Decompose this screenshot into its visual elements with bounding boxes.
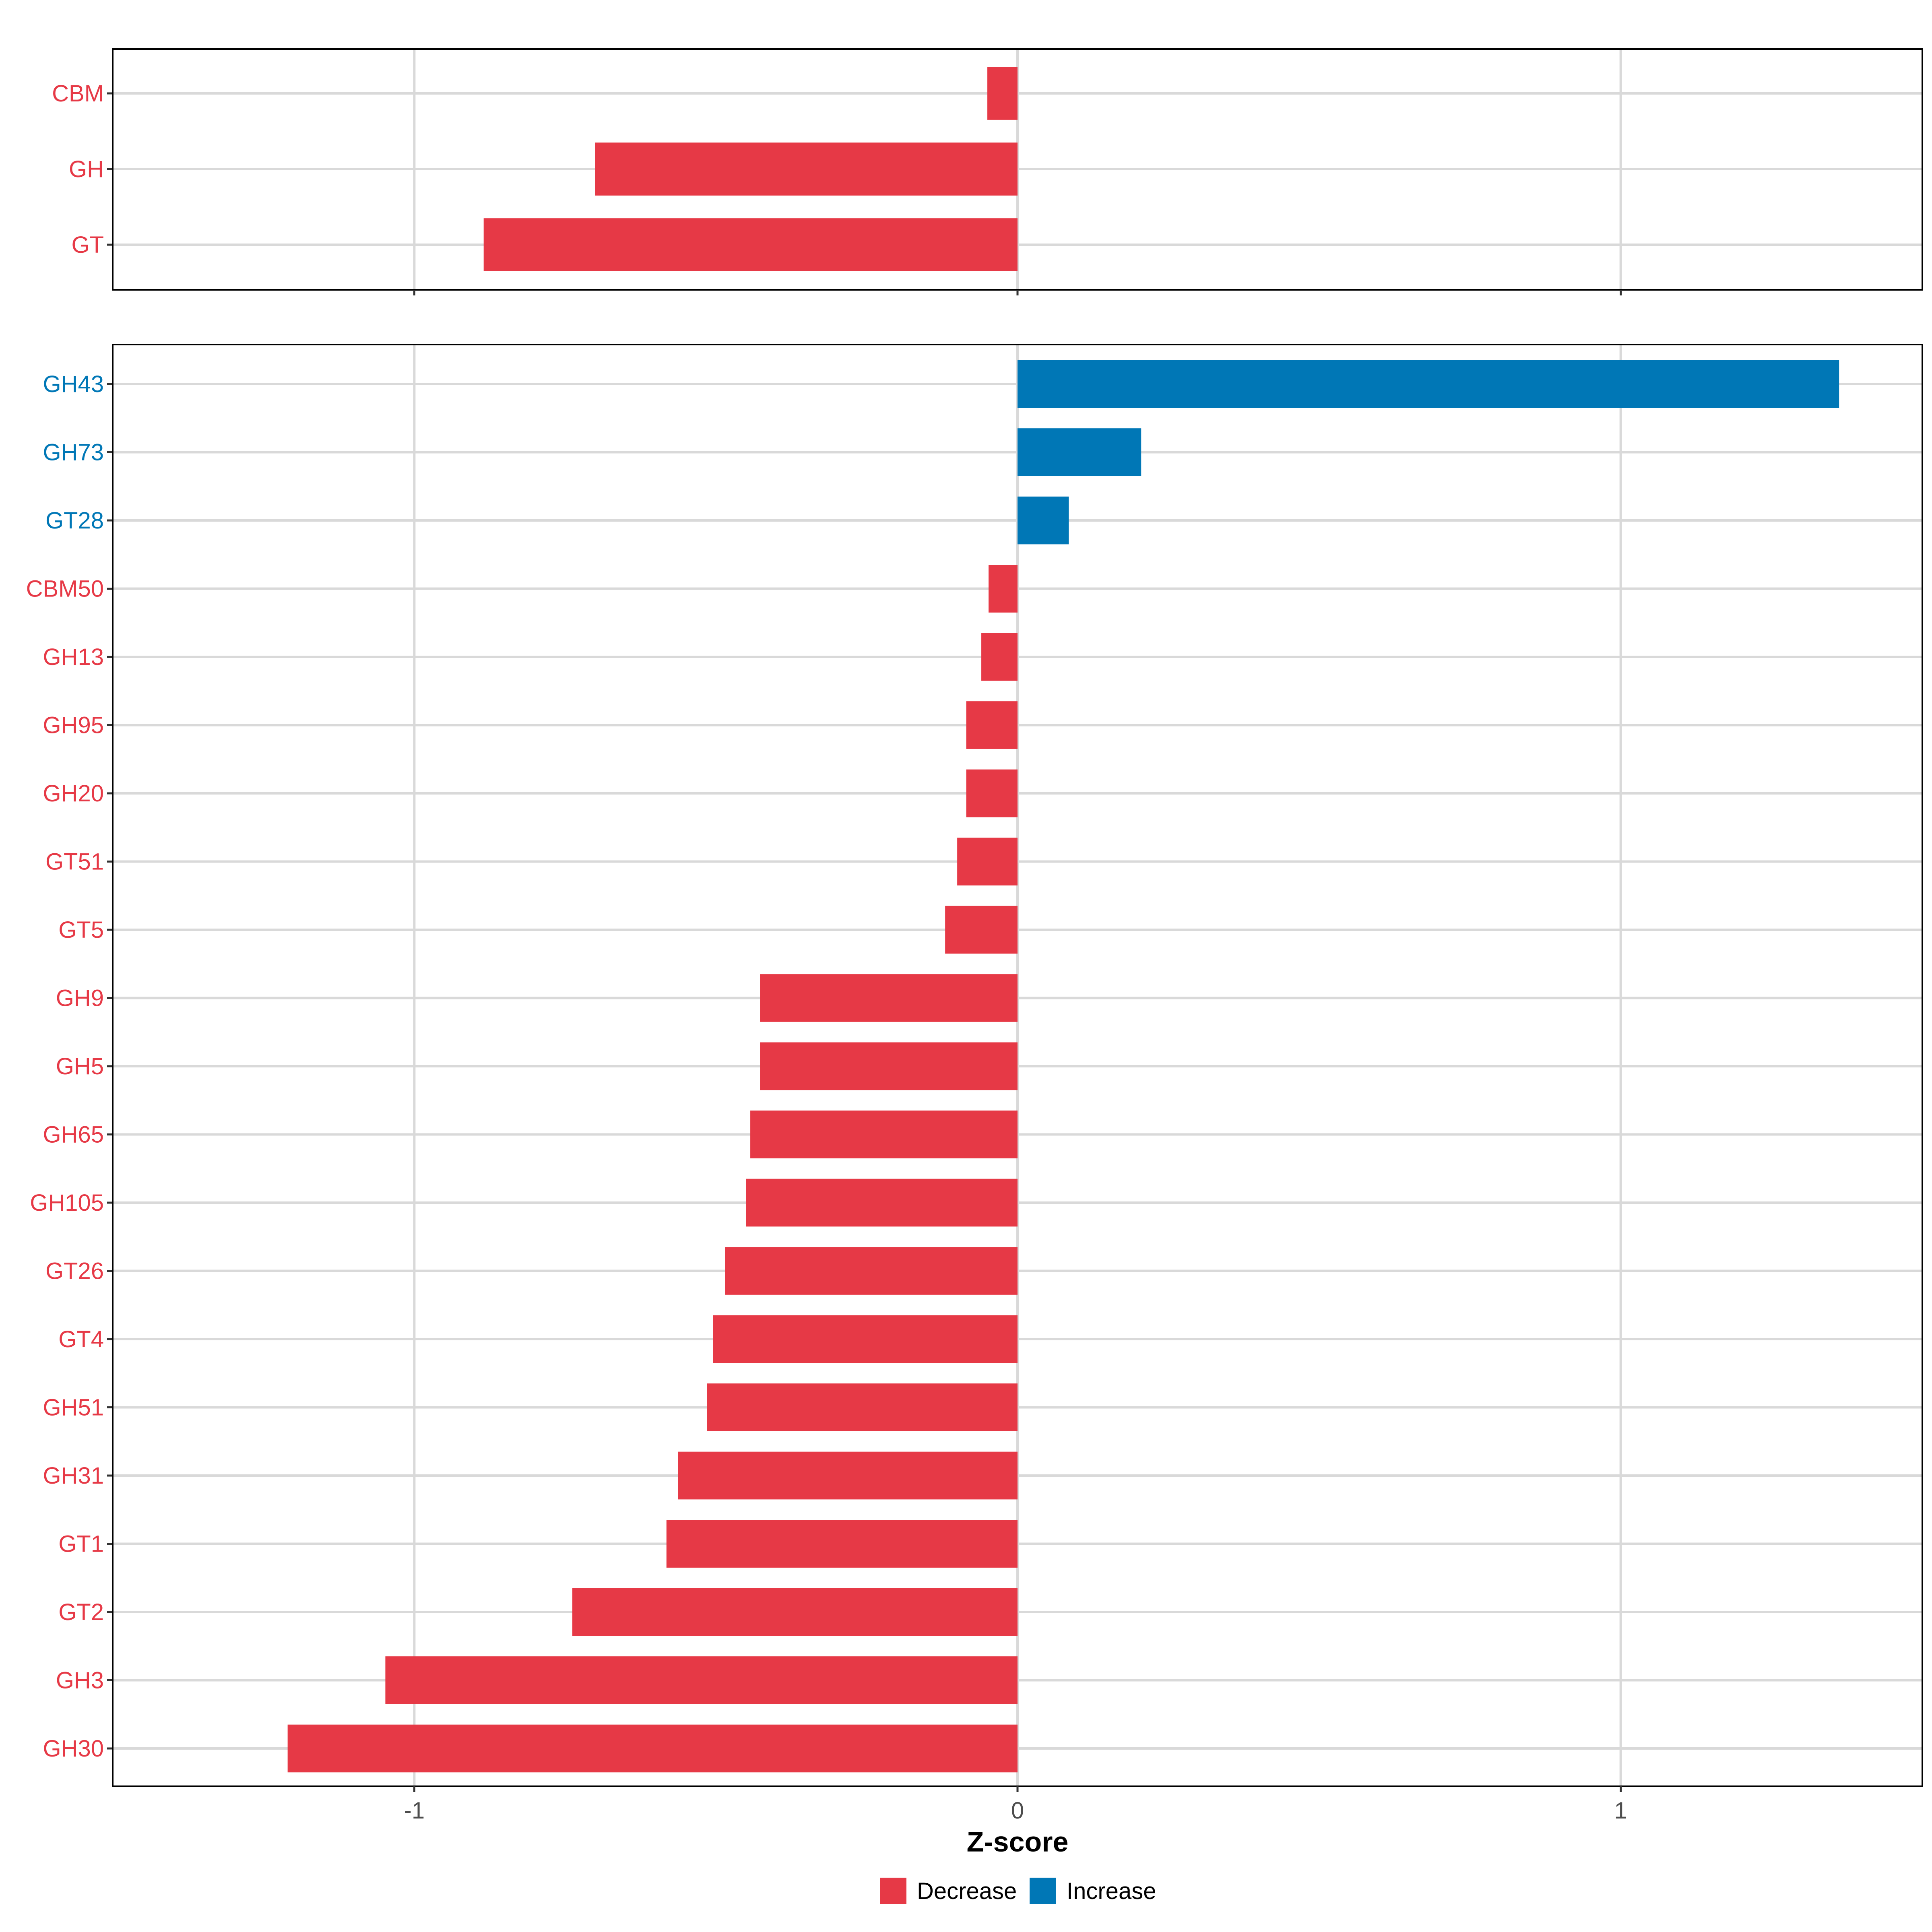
bar-gh [595,142,1018,196]
legend-label-increase: Increase [1067,1878,1156,1904]
y-tick-label-gh73: GH73 [43,440,104,466]
x-axis: -1 0 1 [404,1786,1627,1824]
y-tick-label-gh51: GH51 [43,1395,104,1421]
bar-gt5 [945,906,1018,954]
y-tick-label-gh: GH [69,156,104,182]
legend-swatch-decrease [880,1878,906,1904]
bar-gh43 [1018,360,1839,408]
bar-gt2 [572,1588,1018,1636]
bar-cbm50 [989,565,1018,613]
legend-swatch-increase [1030,1878,1056,1904]
bar-gh20 [966,769,1018,817]
bar-gh73 [1018,428,1141,476]
y-tick-label-gt1: GT1 [58,1531,104,1557]
y-tick-label-gt5: GT5 [58,917,104,943]
y-tick-label-gt4: GT4 [58,1326,104,1352]
y-tick-label-gh43: GH43 [43,371,104,397]
bar-gt26 [725,1247,1018,1295]
y-tick-label-gt28: GT28 [45,508,104,534]
bar-cbm [987,67,1018,120]
bar-gt51 [957,838,1018,886]
y-tick-label-cbm50: CBM50 [26,576,104,602]
y-tick-label-gt51: GT51 [45,849,104,875]
legend: Decrease Increase [880,1878,1156,1904]
bar-gh5 [760,1042,1018,1090]
y-tick-label-gh31: GH31 [43,1463,104,1489]
bar-gh105 [746,1179,1018,1227]
y-tick-label-gh65: GH65 [43,1122,104,1148]
bottom-panel: GH43 GH73 GT28 CBM50 GH13 GH95 GH20 GT51 GT5 GH9 G… [26,344,1923,1787]
bar-gt28 [1018,496,1069,545]
bar-gt [483,218,1018,271]
bar-gt1 [666,1520,1018,1568]
x-tick-label: -1 [404,1798,425,1824]
bar-gh30 [287,1724,1018,1773]
y-tick-label-gh105: GH105 [30,1190,104,1216]
bar-gh3 [385,1656,1018,1704]
bar-gh65 [750,1110,1018,1158]
legend-label-decrease: Decrease [917,1878,1017,1904]
bar-gh9 [760,974,1018,1022]
top-panel: CBM GH GT [52,48,1923,295]
bar-gh51 [707,1383,1018,1431]
y-tick-label-gh5: GH5 [56,1053,104,1080]
bar-gh95 [966,701,1018,749]
y-tick-label-gh30: GH30 [43,1736,104,1762]
bar-gh31 [678,1451,1018,1500]
y-tick-label-cbm: CBM [52,80,104,107]
y-tick-label-gh20: GH20 [43,780,104,807]
y-tick-label-gh13: GH13 [43,644,104,670]
y-tick-label-gh95: GH95 [43,712,104,739]
y-tick-label-gh3: GH3 [56,1668,104,1694]
y-tick-label-gt: GT [71,232,104,258]
y-tick-label-gh9: GH9 [56,985,104,1011]
x-tick-label: 0 [1011,1798,1024,1824]
y-tick-label-gt26: GT26 [45,1258,104,1284]
x-tick-label: 1 [1614,1798,1627,1824]
bar-gh13 [981,633,1018,681]
y-tick-label-gt2: GT2 [58,1599,104,1625]
bar-gt4 [713,1315,1018,1363]
x-axis-label: Z-score [967,1826,1069,1858]
